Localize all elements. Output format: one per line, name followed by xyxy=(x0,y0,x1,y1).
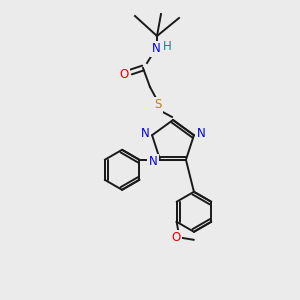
Text: S: S xyxy=(154,98,162,112)
Text: O: O xyxy=(119,68,129,82)
Text: O: O xyxy=(171,231,180,244)
Text: H: H xyxy=(163,40,171,53)
Text: N: N xyxy=(141,127,149,140)
Text: N: N xyxy=(196,127,205,140)
Text: N: N xyxy=(149,155,158,168)
Text: N: N xyxy=(152,43,160,56)
